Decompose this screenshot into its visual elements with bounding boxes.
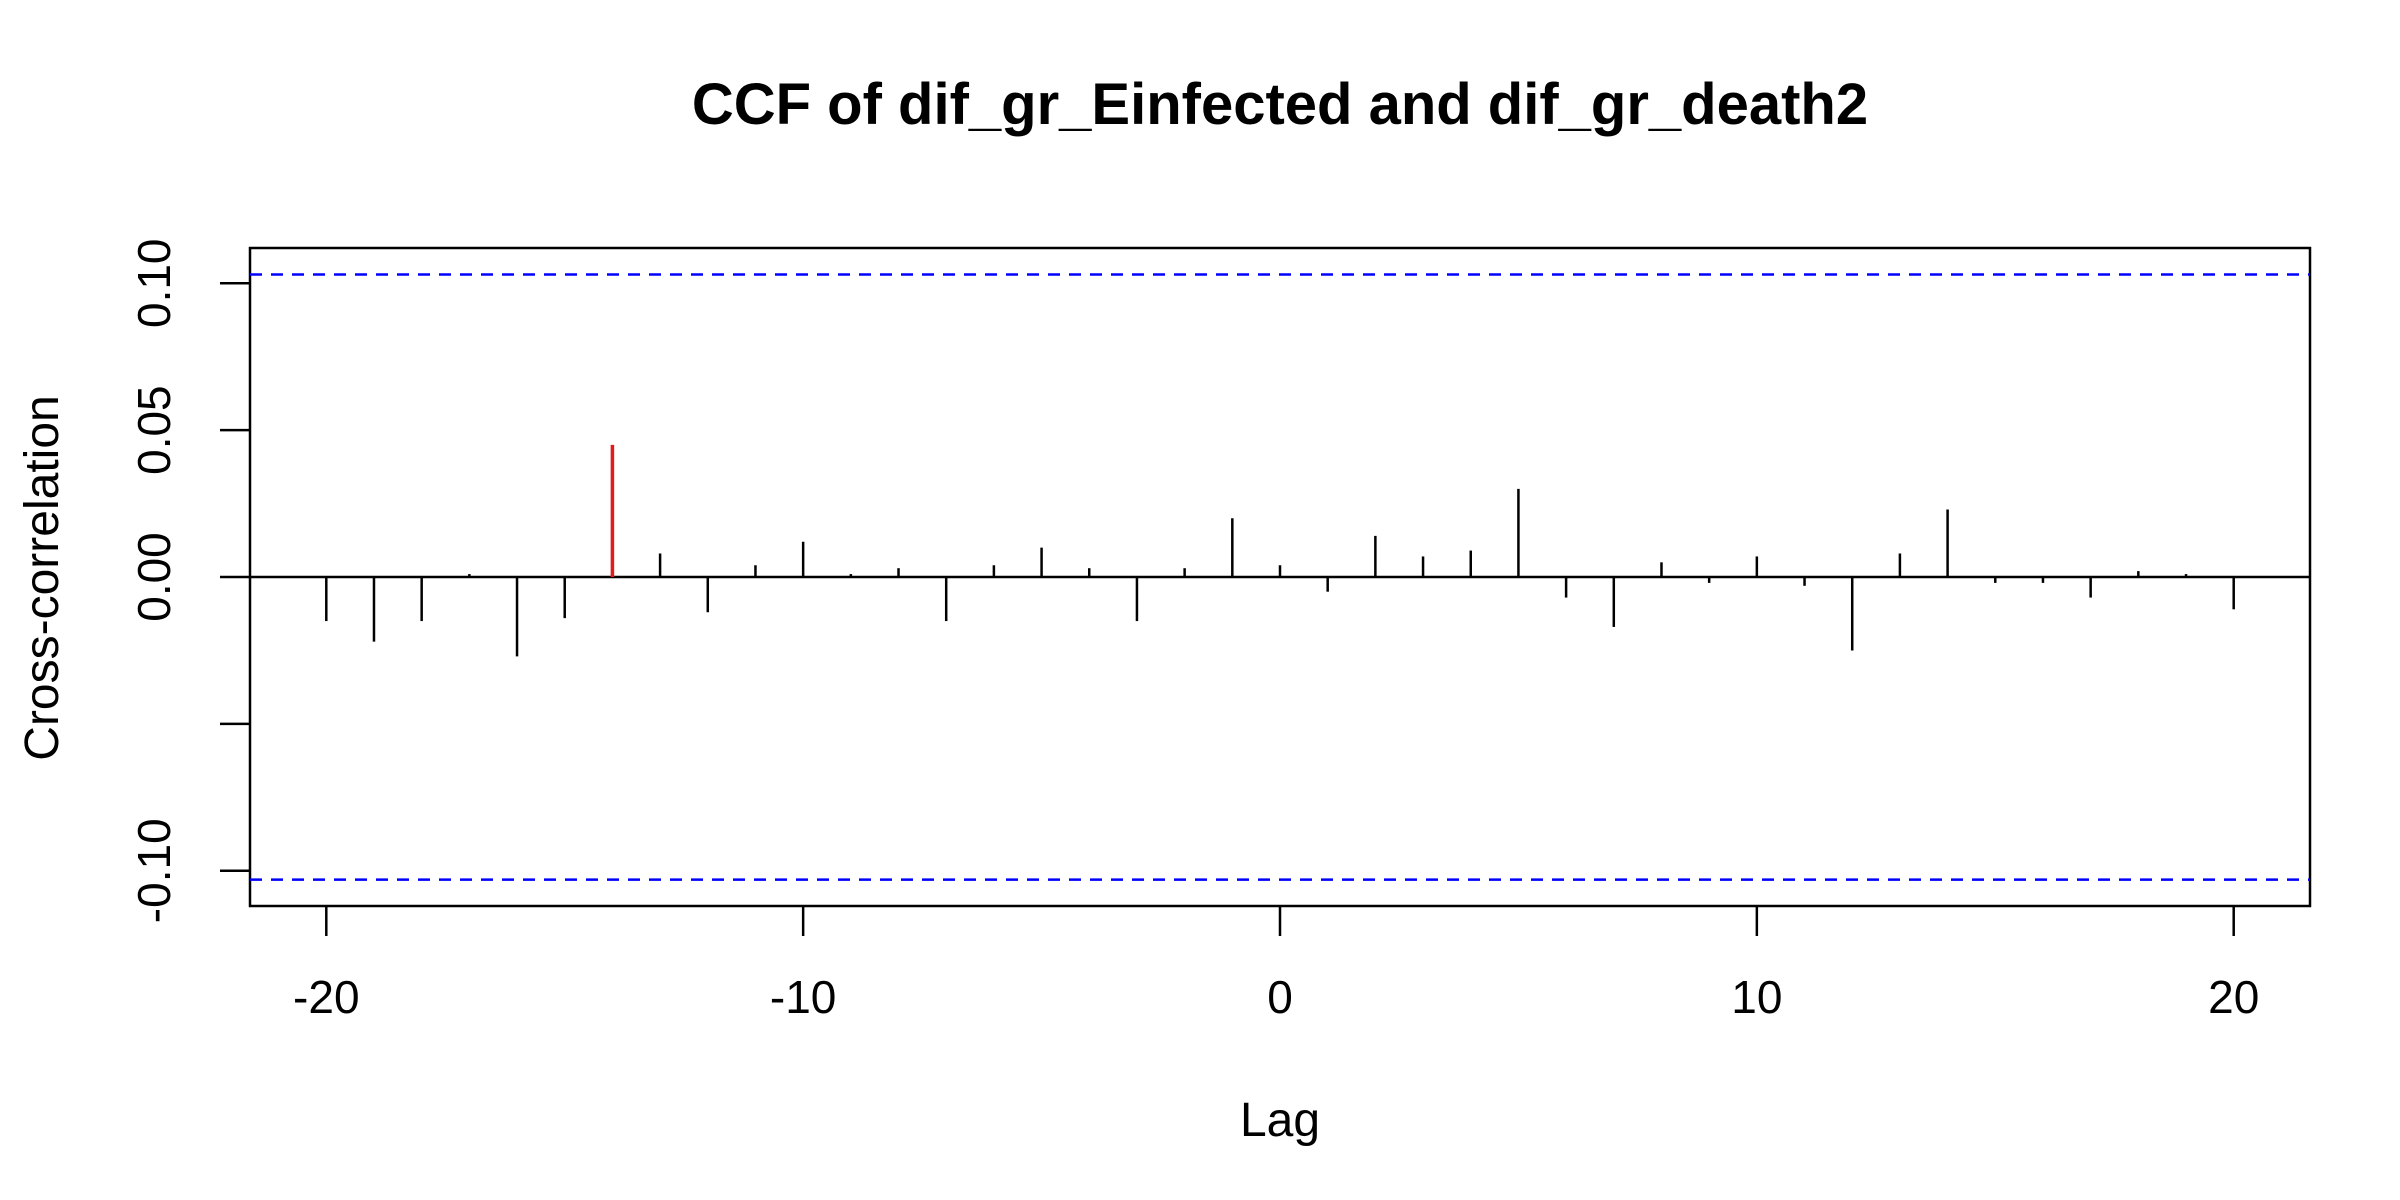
x-tick-label: -10	[770, 971, 836, 1023]
y-tick-label: 0.05	[128, 385, 180, 475]
x-tick-label: 0	[1267, 971, 1293, 1023]
y-tick-label: -0.10	[128, 818, 180, 923]
chart-title: CCF of dif_gr_Einfected and dif_gr_death…	[692, 72, 1868, 137]
x-axis-label: Lag	[1240, 1094, 1320, 1147]
y-tick-label: 0.10	[128, 238, 180, 328]
plot-layer: -20 -10 0 10 20 -0.10 0.00 0.05 0.10	[128, 238, 2312, 1023]
y-tick-label: 0.00	[128, 532, 180, 622]
x-tick-label: 20	[2208, 971, 2259, 1023]
x-tick-label: -20	[293, 971, 359, 1023]
y-axis-label: Cross-correlation	[16, 395, 69, 760]
x-tick-label: 10	[1731, 971, 1782, 1023]
